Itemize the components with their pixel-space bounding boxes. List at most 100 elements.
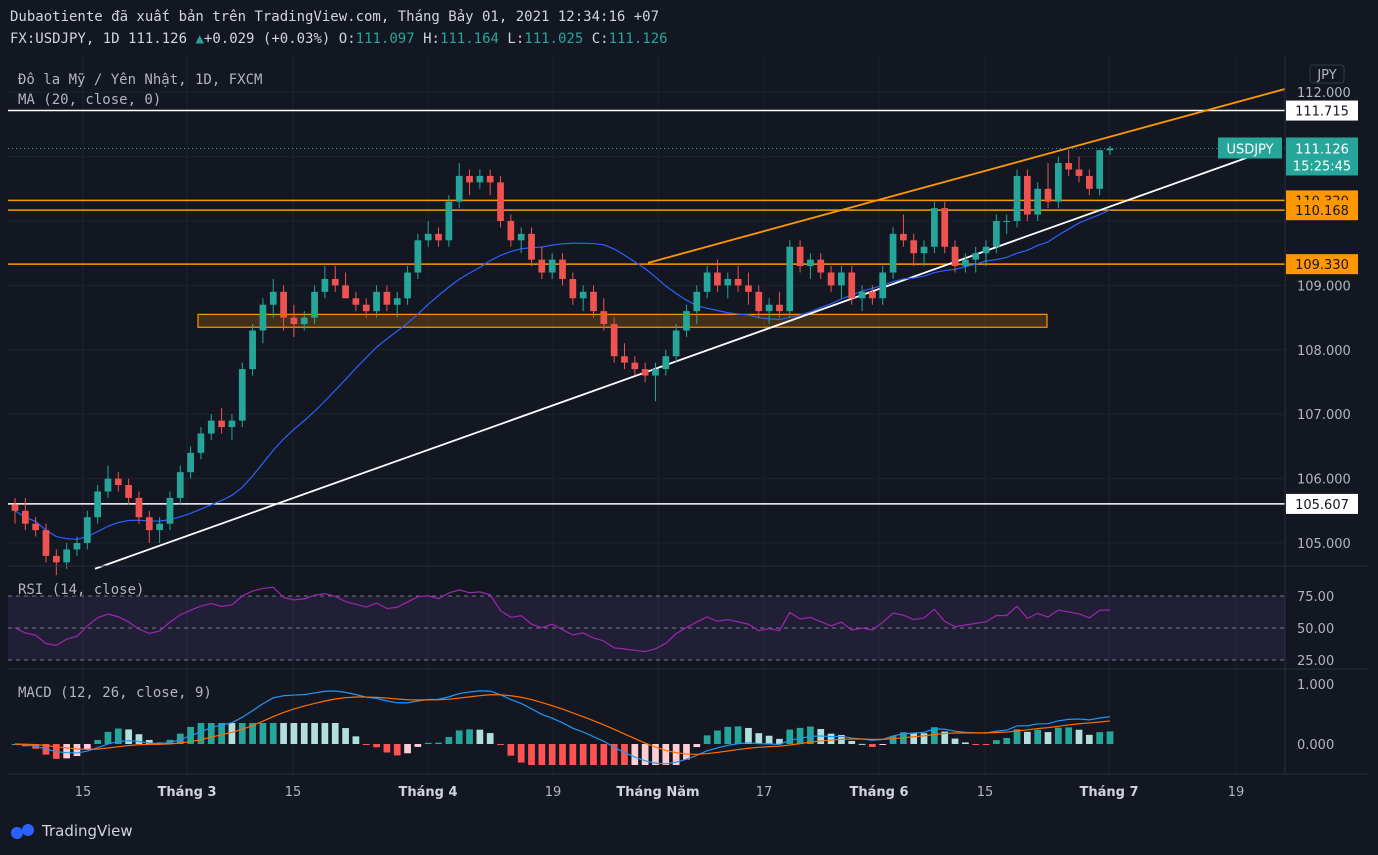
candle-body: [600, 311, 608, 325]
histogram-bar: [507, 744, 515, 756]
symbol-label[interactable]: FX:USDJPY, 1D: [10, 31, 120, 47]
histogram-bar: [445, 736, 453, 744]
macd-label[interactable]: MACD (12, 26, close, 9): [18, 685, 212, 701]
low-label: L:: [507, 31, 525, 47]
candle-body: [610, 324, 618, 357]
histogram-bar: [745, 727, 752, 744]
candle-body: [786, 246, 794, 312]
candle-body: [858, 291, 866, 299]
histogram-bar: [1075, 729, 1083, 744]
histogram-bar: [776, 738, 783, 744]
candle-body: [1054, 163, 1062, 202]
price-tick: 108.000: [1297, 344, 1351, 359]
candle-body: [32, 523, 40, 531]
histogram-bar: [373, 744, 380, 748]
price-tick: 112.000: [1297, 86, 1351, 101]
signal-line: [14, 694, 1111, 755]
candle-body: [331, 278, 339, 286]
price-axis[interactable]: 112.000 109.000 108.000 107.000 106.000 105.0…: [1297, 86, 1351, 753]
candle-body: [982, 246, 990, 254]
currency-box[interactable]: [1309, 64, 1345, 84]
candle-body: [683, 311, 690, 331]
rsi-line: [14, 586, 1111, 653]
candle-body: [652, 369, 659, 376]
tradingview-logo[interactable]: TradingView: [10, 822, 133, 840]
candle-body: [507, 221, 515, 241]
candle-body: [125, 485, 132, 498]
candle-body: [538, 259, 546, 273]
candle-body: [207, 420, 215, 434]
time-tick: 19: [545, 785, 562, 800]
candle-body: [435, 233, 442, 241]
time-tick: Tháng 3: [157, 785, 216, 800]
histogram-bar: [796, 727, 804, 744]
chart-area[interactable]: [8, 56, 1285, 774]
tradingview-logo-icon: [11, 824, 34, 839]
candle-body: [83, 517, 91, 543]
high-label: H:: [423, 31, 440, 47]
histogram-bar: [672, 744, 680, 765]
histogram-bar: [807, 726, 814, 744]
histogram-bar: [466, 729, 473, 744]
rsi-band: [8, 596, 1285, 660]
histogram-bar: [610, 744, 618, 765]
candle-body: [414, 240, 422, 273]
histogram-bar: [73, 744, 81, 757]
histogram-bar: [652, 744, 659, 765]
histogram-bar: [889, 735, 897, 744]
rsi-tick: 25.00: [1297, 654, 1334, 669]
histogram-bar: [176, 733, 184, 744]
candle-body: [300, 317, 308, 325]
support-trendline: [94, 155, 1251, 570]
currency-label[interactable]: JPY: [1316, 68, 1336, 83]
histogram-bar: [858, 743, 866, 745]
candle-body: [631, 362, 639, 370]
candle-body: [187, 452, 194, 473]
macd-line: [14, 690, 1111, 765]
candle-body: [42, 530, 50, 556]
histogram-bar: [1003, 737, 1011, 744]
histogram-bar: [197, 723, 205, 744]
histogram-bar: [941, 731, 949, 744]
rsi-label[interactable]: RSI (14, close): [18, 582, 144, 598]
histogram-bar: [662, 744, 670, 765]
histogram-bar: [383, 744, 391, 753]
histogram-bar: [1013, 729, 1021, 744]
histogram-bar: [497, 744, 504, 745]
candle-body: [486, 175, 494, 183]
histogram-bar: [1054, 727, 1062, 744]
level-badge: [1286, 200, 1358, 221]
countdown-label: 15:25:45: [1293, 159, 1351, 174]
candle-body: [548, 259, 556, 273]
histogram-bar: [125, 729, 132, 744]
histogram-bar: [559, 744, 566, 765]
candle-body: [962, 259, 969, 267]
histogram-bar: [703, 735, 711, 744]
support-zones: [197, 313, 1048, 328]
histogram-bar: [920, 733, 928, 744]
histogram-bar: [228, 723, 236, 744]
symbol-badge: [1218, 137, 1282, 159]
price-badge-value: 111.126: [1295, 142, 1349, 157]
candle-body: [662, 356, 670, 370]
time-axis[interactable]: 15 Tháng 3 15 Tháng 4 19 Tháng Năm 17 Tháng 6 15…: [75, 785, 1245, 800]
candle-body: [838, 272, 845, 286]
histogram-bar: [290, 723, 298, 744]
candle-body: [424, 233, 432, 241]
candle-body: [311, 291, 318, 318]
candle-body: [993, 221, 1000, 247]
candle-body: [714, 272, 721, 286]
candle-body: [228, 420, 236, 428]
candle-body: [497, 182, 504, 221]
candle-body: [1096, 150, 1104, 189]
candle-body: [641, 369, 649, 376]
histogram-bar: [321, 723, 329, 744]
symbol-badge-label: USDJPY: [1226, 142, 1273, 157]
candle-body: [1085, 175, 1093, 189]
histogram-bar: [424, 742, 432, 744]
histogram-bar: [83, 744, 91, 750]
histogram-bar: [724, 726, 732, 744]
histogram-bar: [63, 744, 71, 759]
ma-label[interactable]: MA (20, close, 0): [18, 92, 161, 108]
